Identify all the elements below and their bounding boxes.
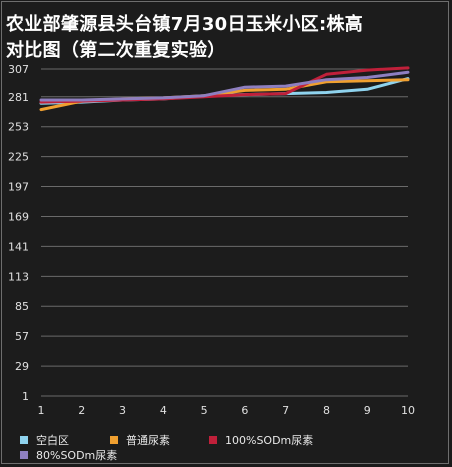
legend-label: 普通尿素 bbox=[126, 434, 170, 447]
legend-label: 80%SODm尿素 bbox=[36, 449, 118, 462]
series-line-3 bbox=[39, 70, 410, 102]
y-tick-label: 281 bbox=[8, 91, 29, 104]
legend-label: 空白区 bbox=[36, 434, 69, 447]
y-tick-label: 1 bbox=[22, 390, 29, 403]
y-tick-label: 141 bbox=[8, 240, 29, 253]
legend-item-regular-urea: 普通尿素 bbox=[110, 432, 170, 448]
legend-swatch bbox=[110, 436, 118, 444]
x-tick-label: 2 bbox=[78, 404, 85, 417]
legend-item-blank-plot: 空白区 bbox=[20, 432, 69, 448]
legend-swatch bbox=[209, 436, 217, 444]
x-tick-label: 1 bbox=[38, 404, 45, 417]
y-tick-label: 29 bbox=[15, 360, 29, 373]
legend-label: 100%SODm尿素 bbox=[225, 434, 314, 447]
y-tick-label: 197 bbox=[8, 181, 29, 194]
x-tick-label: 7 bbox=[282, 404, 289, 417]
y-tick-label: 85 bbox=[15, 300, 29, 313]
x-tick-label: 4 bbox=[160, 404, 167, 417]
y-tick-label: 113 bbox=[8, 270, 29, 283]
legend-item-80-sodm-urea: 80%SODm尿素 bbox=[20, 447, 117, 463]
x-tick-label: 10 bbox=[401, 404, 415, 417]
x-tick-label: 9 bbox=[364, 404, 371, 417]
y-tick-label: 307 bbox=[8, 63, 29, 76]
legend-swatch bbox=[20, 451, 28, 459]
x-tick-label: 5 bbox=[201, 404, 208, 417]
x-tick-label: 8 bbox=[323, 404, 330, 417]
chart-title-line-2: 对比图（第二次重复实验） bbox=[6, 40, 226, 61]
y-tick-label: 169 bbox=[8, 210, 29, 223]
legend-swatch bbox=[20, 436, 28, 444]
chart-title-line-1: 农业部肇源县头台镇7月30日玉米小区:株高 bbox=[6, 14, 364, 35]
y-tick-label: 225 bbox=[8, 151, 29, 164]
y-tick-label: 57 bbox=[15, 330, 29, 343]
x-tick-label: 6 bbox=[241, 404, 248, 417]
legend-item-100-sodm-urea: 100%SODm尿素 bbox=[209, 432, 313, 448]
x-tick-label: 3 bbox=[119, 404, 126, 417]
plot-area bbox=[41, 65, 408, 396]
y-tick-label: 253 bbox=[8, 121, 29, 134]
